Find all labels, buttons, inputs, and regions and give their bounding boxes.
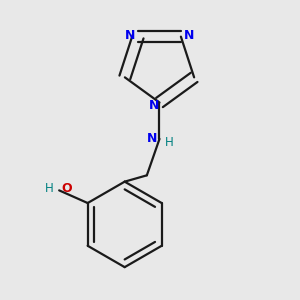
Text: H: H (165, 136, 173, 148)
Text: H: H (45, 182, 54, 195)
Text: N: N (146, 132, 157, 146)
Text: N: N (125, 28, 135, 42)
Text: O: O (62, 182, 72, 195)
Text: N: N (184, 28, 194, 42)
Text: N: N (148, 98, 159, 112)
